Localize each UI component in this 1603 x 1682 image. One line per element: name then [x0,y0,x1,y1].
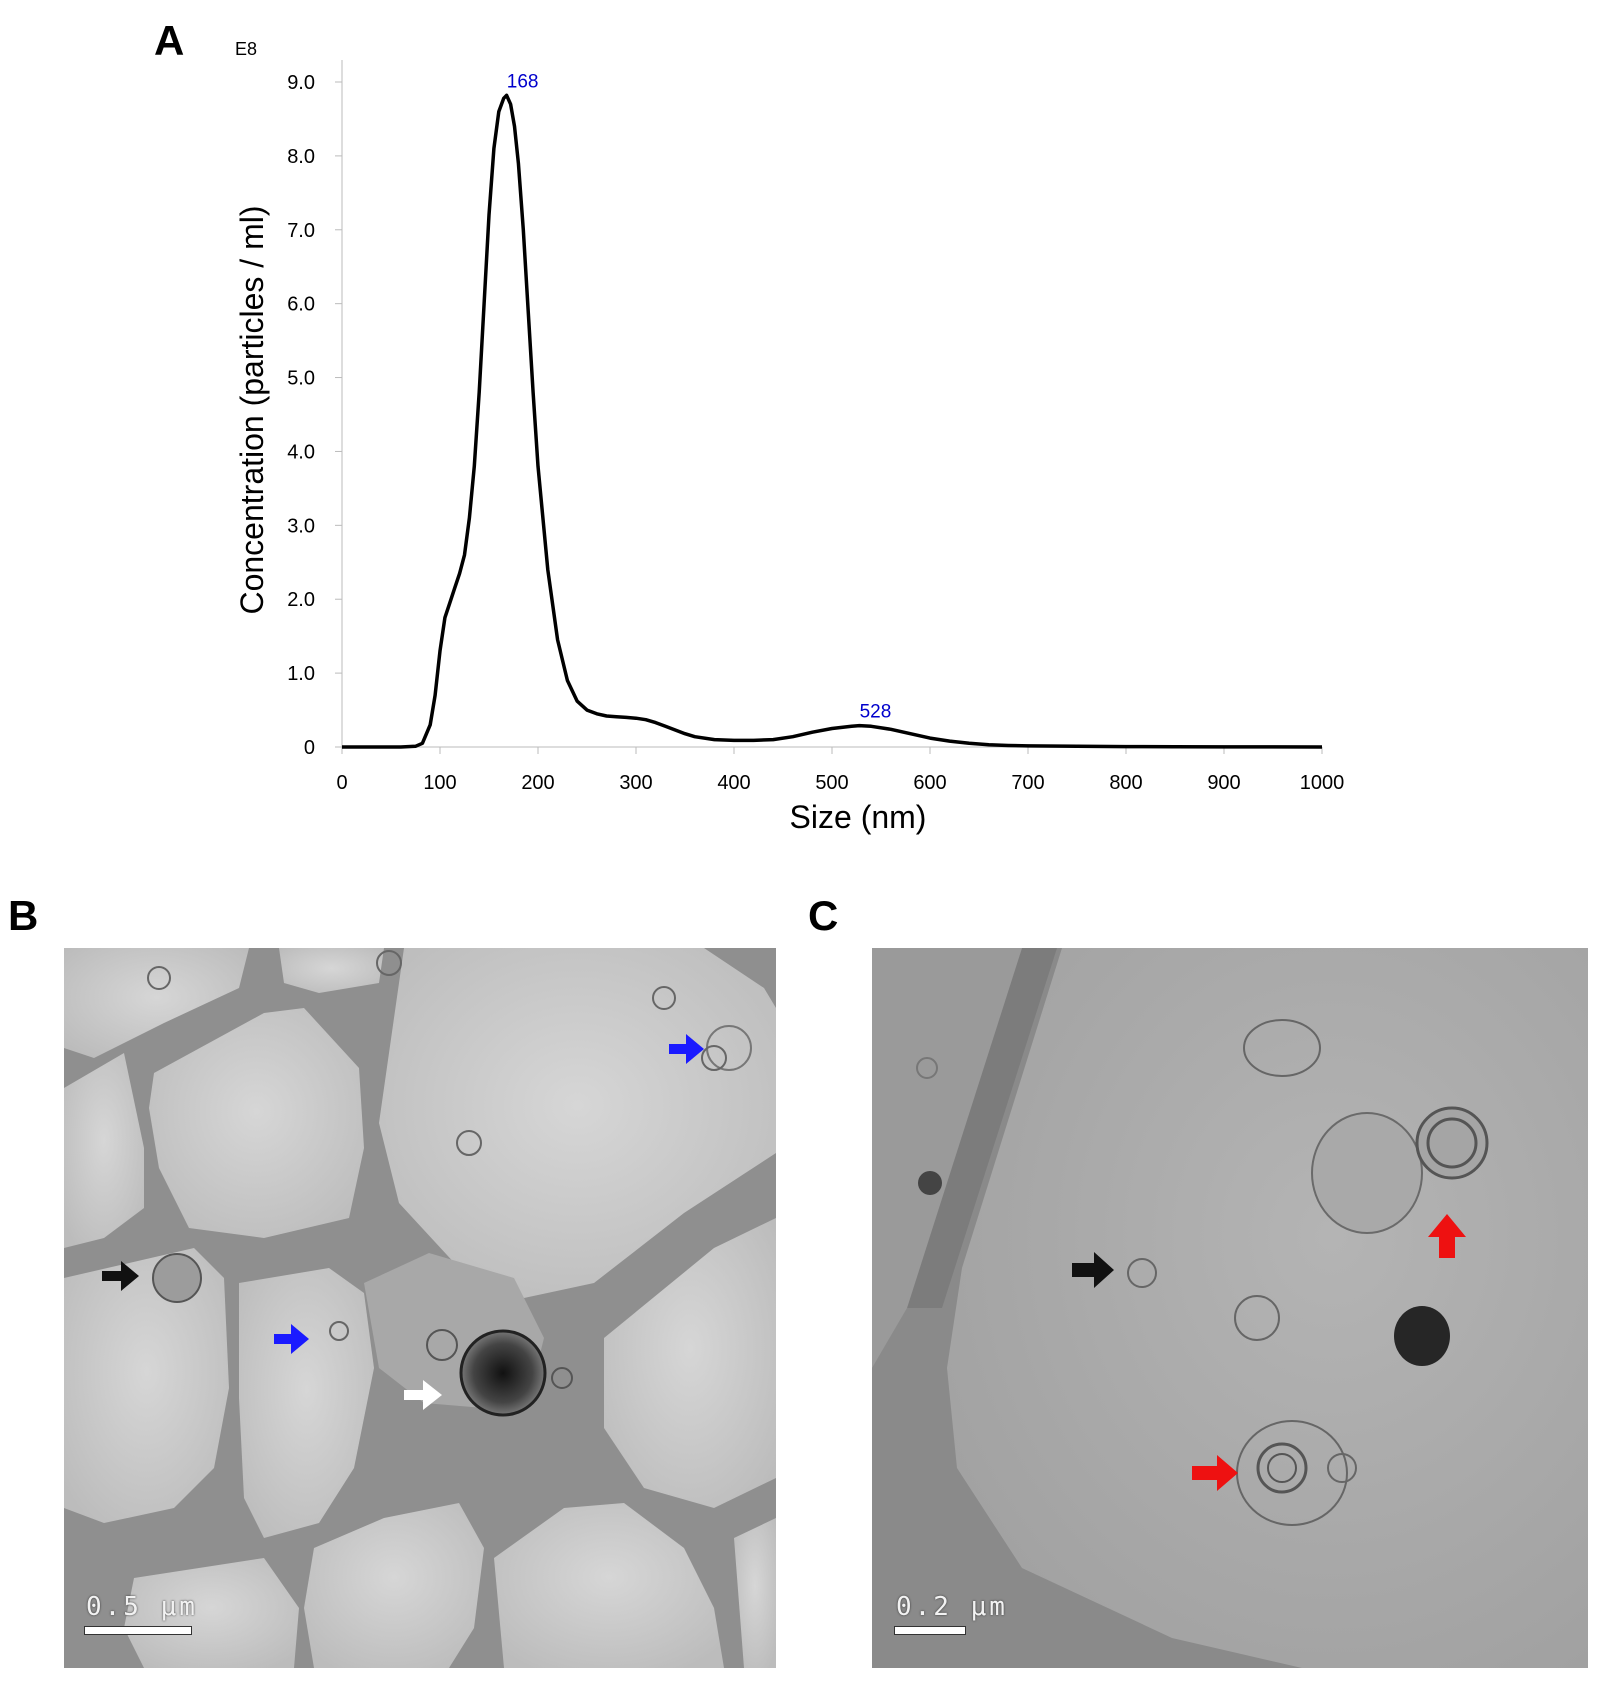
x-tick-label: 100 [423,772,456,794]
chart-ticks: 0 100 200 300 400 500 600 700 800 900 1000 0 1.0 2.0 3… [287,72,1344,794]
peak-annotation: 528 [860,702,892,723]
y-tick-label: 1.0 [287,663,315,685]
y-tick-label: 3.0 [287,515,315,537]
cryo-em-micrograph-c: 0.2 μm [872,948,1588,1668]
x-tick-label: 800 [1109,772,1142,794]
scalebar-label-c: 0.2 μm [896,1592,1008,1622]
y-tick-label: 4.0 [287,441,315,463]
x-tick-label: 700 [1011,772,1044,794]
y-tick-label: 6.0 [287,294,315,316]
chart-annotations: 168 528 [507,71,892,722]
chart-series [342,93,1323,749]
y-tick-label: 7.0 [287,220,315,242]
x-tick-label: 0 [336,772,347,794]
concentration-line [342,93,1323,749]
peak-annotation: 168 [507,71,539,92]
x-tick-label: 1000 [1300,772,1345,794]
scalebar-c [894,1626,966,1635]
y-axis-label: Concentration (particles / ml) [234,205,270,614]
y-tick-label: 8.0 [287,146,315,168]
y-tick-label: 0 [304,737,315,759]
micrograph-b-image [64,948,776,1668]
x-tick-label: 400 [717,772,750,794]
panel-label-a: A [154,17,185,64]
scalebar-label-b: 0.5 μm [86,1592,198,1622]
panel-label-c: C [808,892,839,939]
nta-size-distribution-chart: 0 100 200 300 400 500 600 700 800 900 1000 0 1.0 2.0 3… [234,39,1344,835]
scalebar-b [84,1626,192,1635]
x-tick-label: 900 [1207,772,1240,794]
x-tick-label: 300 [619,772,652,794]
micrograph-c-image [872,948,1588,1668]
y-tick-label: 5.0 [287,368,315,390]
y-tick-label: 2.0 [287,589,315,611]
y-axis-multiplier: E8 [235,39,257,59]
x-axis-label: Size (nm) [790,799,927,835]
x-tick-label: 600 [913,772,946,794]
y-tick-label: 9.0 [287,72,315,94]
panel-label-b: B [8,892,39,939]
x-tick-label: 500 [815,772,848,794]
x-tick-label: 200 [521,772,554,794]
cryo-em-micrograph-b: 0.5 μm [64,948,776,1668]
chart-axes [341,60,1322,748]
